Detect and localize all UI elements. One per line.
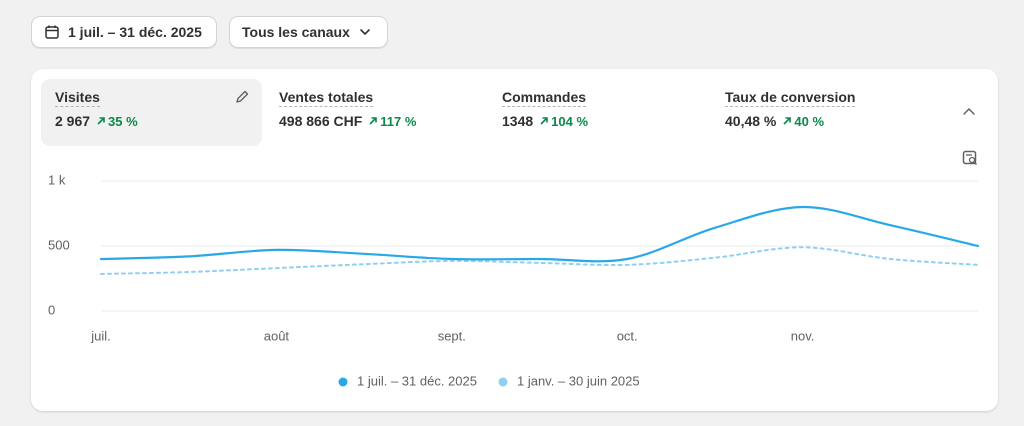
metric-change-value: 104 %: [551, 113, 589, 129]
series-line: [100, 246, 979, 275]
legend-label: 1 juil. – 31 déc. 2025: [357, 373, 477, 388]
date-range-label: 1 juil. – 31 déc. 2025: [68, 24, 202, 40]
metric-change: 104 %: [539, 114, 588, 129]
metric-label: Ventes totales: [279, 89, 374, 107]
metric-change: 35 %: [96, 114, 138, 129]
series-line: [99, 205, 980, 263]
y-tick-label: 0: [48, 302, 55, 317]
up-arrow: [540, 117, 548, 125]
metric-row: 40,48 % 40 %: [725, 113, 918, 129]
x-tick-label: juil.: [90, 328, 111, 343]
metric-row: 2 967 35 %: [55, 113, 248, 129]
chevron-down: [360, 29, 370, 36]
metric-row: 1348 104 %: [502, 113, 695, 129]
metric-change-value: 40 %: [794, 113, 825, 129]
metric-row: 498 866 CHF 117 %: [279, 113, 472, 129]
metric-value: 1348: [502, 113, 534, 129]
up-arrow: [783, 117, 792, 125]
x-tick-label: août: [264, 328, 290, 343]
metric-value: 2 967: [55, 113, 91, 129]
collapse-button[interactable]: [961, 104, 977, 120]
metric-tile[interactable]: Commandes 1348 104 %: [488, 79, 709, 146]
x-tick-label: oct.: [617, 328, 638, 343]
channel-label: Tous les canaux: [242, 24, 350, 40]
edit-icon[interactable]: [234, 89, 250, 105]
calendar-icon: [45, 25, 59, 39]
metric-tile[interactable]: Visites 2 967 35 %: [41, 79, 262, 146]
metric-label: Visites: [55, 89, 100, 107]
y-tick-label: 500: [48, 237, 70, 252]
legend-swatch: [498, 377, 508, 387]
analytics-card: Visites 2 967 35 % Ventes totales 498 866 CH…: [31, 69, 998, 411]
chart-options-button[interactable]: [962, 150, 978, 166]
metric-value: 40,48 %: [725, 113, 777, 129]
metric-value: 498 866 CHF: [279, 113, 363, 129]
metric-label: Commandes: [502, 89, 587, 107]
metric-change-value: 35 %: [108, 113, 138, 129]
metric-tile[interactable]: Taux de conversion 40,48 % 40 %: [711, 79, 932, 146]
up-arrow: [369, 117, 378, 125]
metric-change: 40 %: [782, 114, 824, 129]
legend-swatch: [338, 377, 348, 387]
metric-tile[interactable]: Ventes totales 498 866 CHF 117 %: [265, 79, 486, 146]
up-arrow: [97, 117, 105, 125]
x-tick-label: sept.: [438, 328, 466, 343]
metric-change: 117 %: [368, 114, 416, 129]
metric-change-value: 117 %: [380, 113, 417, 129]
date-range-button[interactable]: 1 juil. – 31 déc. 2025: [31, 16, 217, 48]
y-tick-label: 1 k: [48, 172, 66, 187]
legend-label: 1 janv. – 30 juin 2025: [517, 373, 640, 388]
channel-button[interactable]: Tous les canaux: [229, 16, 388, 48]
metric-label: Taux de conversion: [725, 89, 856, 107]
x-tick-label: nov.: [791, 328, 815, 343]
